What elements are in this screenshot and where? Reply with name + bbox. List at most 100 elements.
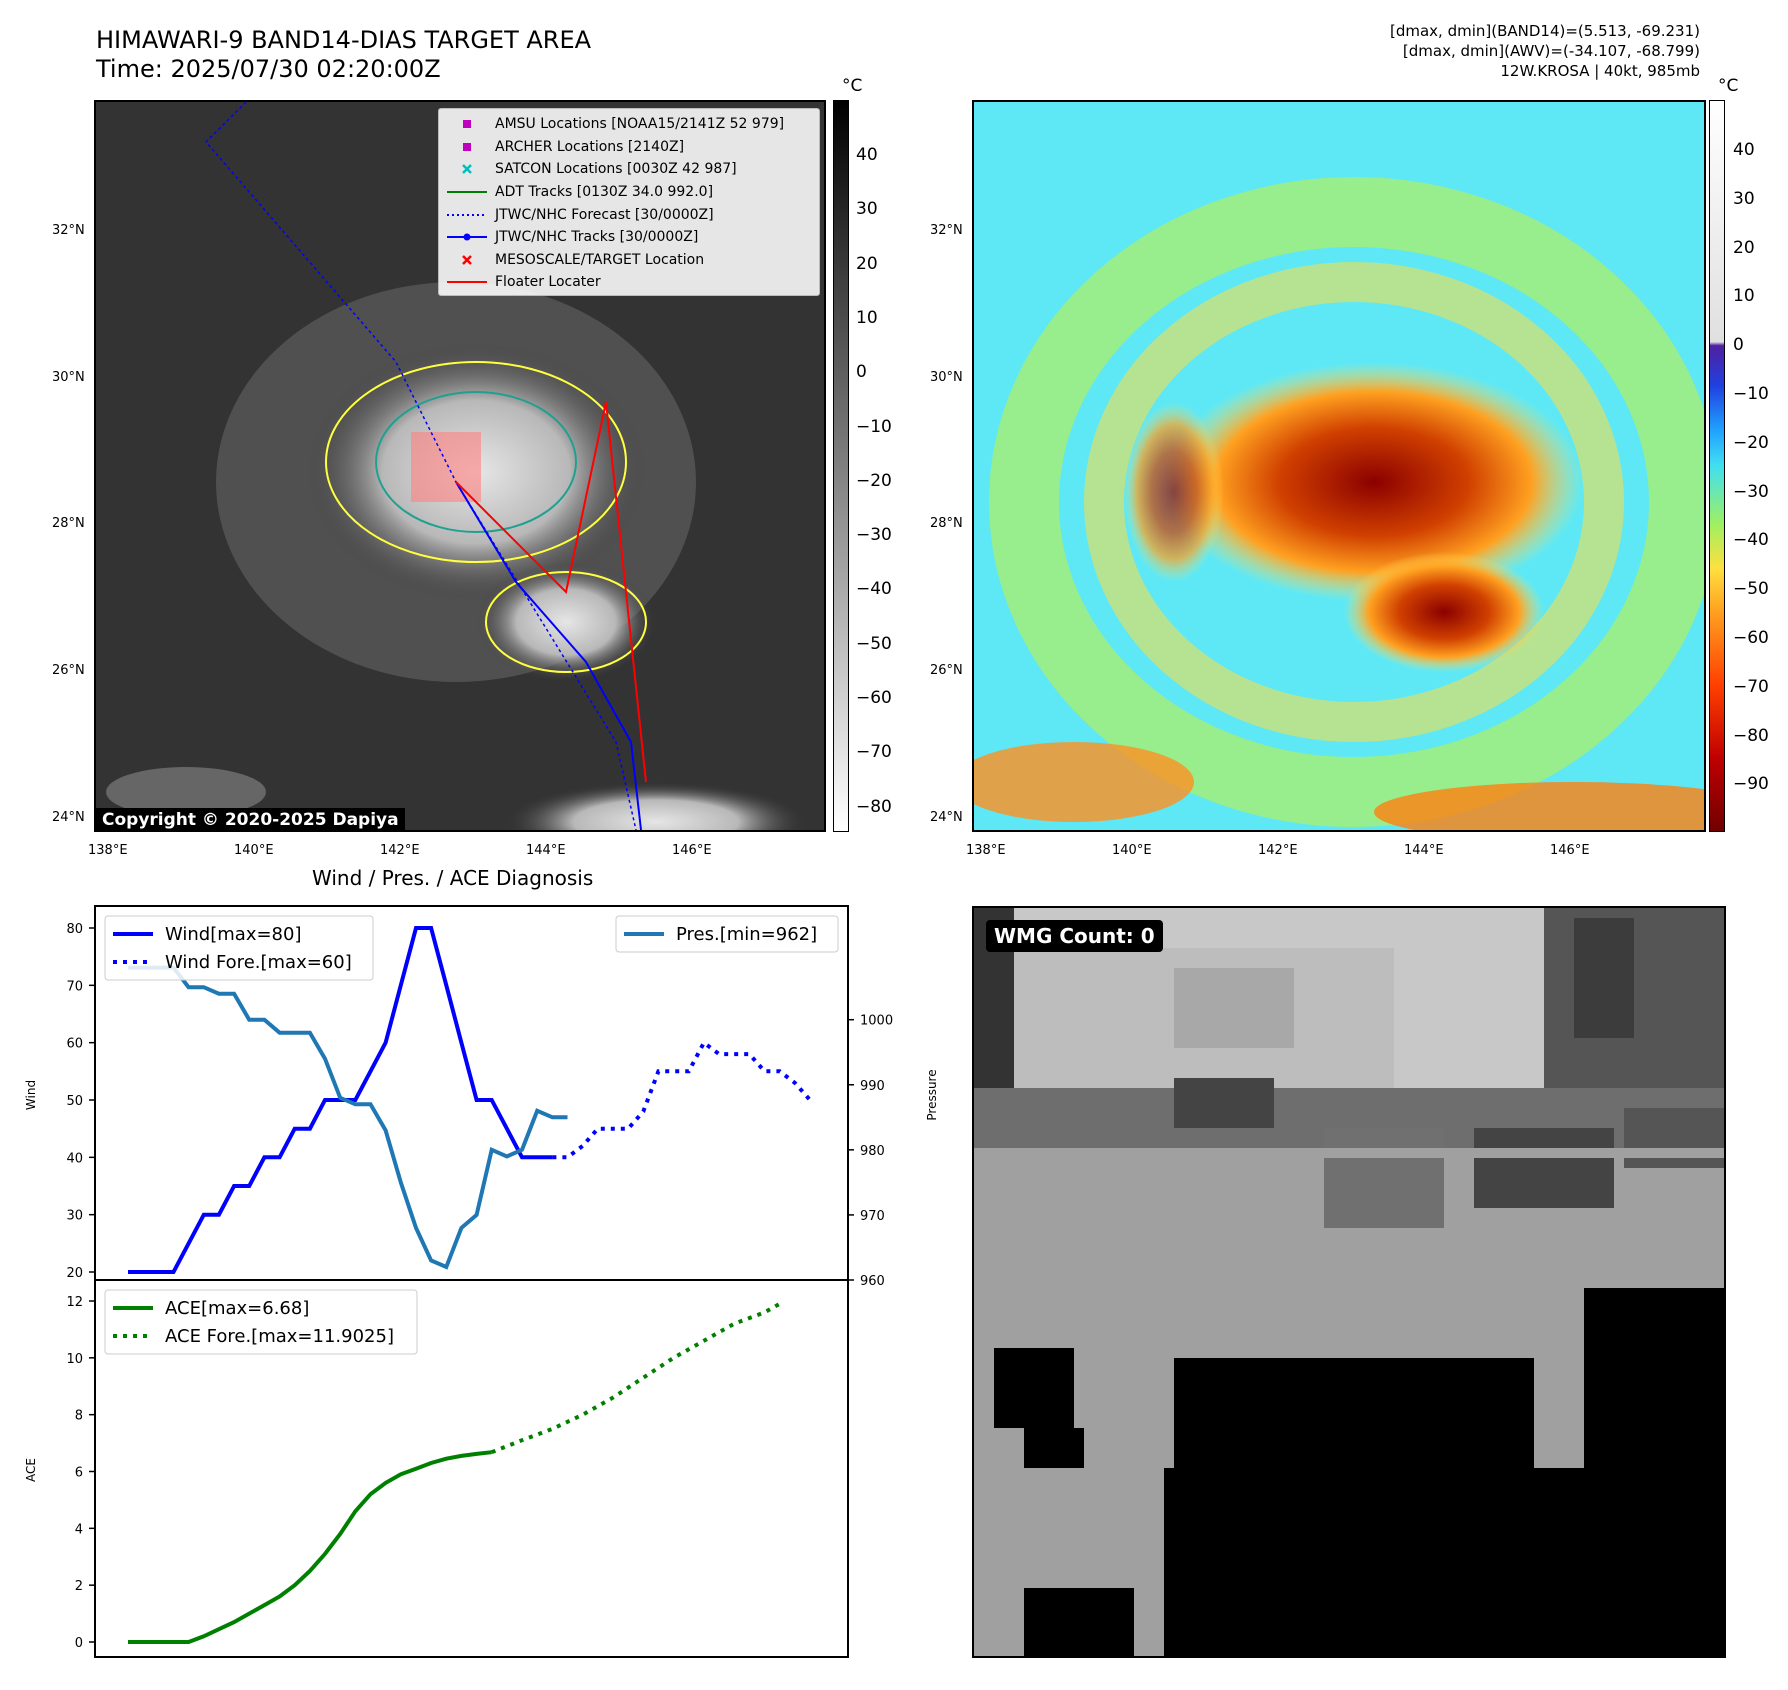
colorbar-tick-label: −80 [1733,725,1769,746]
ace-series-line [128,1450,492,1644]
colorbar-tick-label: 20 [856,253,878,274]
colorbar-gray [833,100,849,832]
pressure-axis-label: Pressure [925,1069,939,1120]
colorbar-color [1709,100,1725,832]
lon-tick-label: 144°E [526,843,566,858]
colorbar-tick-label: −70 [1733,676,1769,697]
legend-ace-forecast-label: ACE Fore.[max=11.9025] [165,1326,394,1347]
pressure-tick-label: 1000 [860,1014,893,1029]
ir-map-gray: AMSU Locations [NOAA15/2141Z 52 979] ARC… [94,100,826,832]
legend-adt: ADT Tracks [0130Z 34.0 992.0] [447,181,811,204]
legend-floater: Floater Locater [447,271,811,294]
ace-tick-label: 6 [75,1466,83,1481]
wind-axis-label: Wind [24,1080,38,1110]
wmg-panel [972,906,1726,1658]
wind-tick-label: 50 [66,1094,83,1109]
legend-label: ADT Tracks [0130Z 34.0 992.0] [495,184,714,201]
lon-tick-label: 140°E [234,843,274,858]
line-dot-icon [447,231,487,243]
lat-tick-label: 30°N [930,370,963,385]
info-storm: 12W.KROSA | 40kt, 985mb [1500,62,1700,80]
wind-tick-label: 80 [66,922,83,937]
legend-satcon: SATCON Locations [0030Z 42 987] [447,158,811,181]
info-awv: [dmax, dmin](AWV)=(-34.107, -68.799) [1402,42,1700,60]
colorbar-tick-label: 0 [1733,335,1744,356]
map-legend: AMSU Locations [NOAA15/2141Z 52 979] ARC… [438,108,820,296]
legend-label: Floater Locater [495,274,601,291]
lat-tick-label: 30°N [52,370,85,385]
wmg-count-badge: WMG Count: 0 [986,920,1163,952]
colorbar-tick-label: −30 [856,525,892,546]
diagnosis-chart: 807060504030201000990980970960121086420W… [24,905,939,1658]
info-band14: [dmax, dmin](BAND14)=(5.513, -69.231) [1389,22,1700,40]
ace-tick-label: 10 [66,1352,83,1367]
colorbar-tick-label: −20 [856,470,892,491]
line-marker-icon [447,276,487,288]
legend-label: ARCHER Locations [2140Z] [495,138,685,155]
ace-tick-label: 2 [75,1579,83,1594]
legend-label: JTWC/NHC Forecast [30/0000Z] [495,206,714,223]
colorbar-tick-label: −20 [1733,432,1769,453]
lat-tick-label: 32°N [930,223,963,238]
legend-label: SATCON Locations [0030Z 42 987] [495,161,737,178]
colorbar-tick-label: 30 [1733,188,1755,209]
lon-tick-label: 142°E [380,843,420,858]
ir-map-color [972,100,1706,832]
pressure-tick-label: 980 [860,1144,885,1159]
lat-tick-label: 28°N [930,516,963,531]
lat-tick-label: 26°N [930,663,963,678]
legend-label: JTWC/NHC Tracks [30/0000Z] [495,229,699,246]
colorbar-tick-label: −60 [856,688,892,708]
ace-axes-frame [94,1279,849,1658]
colorbar-tick-label: −90 [1733,774,1769,795]
pressure-series-line [128,965,568,1270]
ace-axis-label: ACE [24,1458,38,1482]
lon-tick-label: 138°E [88,843,128,858]
lon-tick-label: 146°E [672,843,712,858]
line-marker-icon [447,186,487,198]
wind-legend [104,915,374,981]
lat-tick-label: 28°N [52,516,85,531]
ace-tick-label: 12 [66,1295,83,1310]
colorbar-tick-label: 40 [1733,140,1755,160]
wind-tick-label: 70 [66,979,83,994]
ace-tick-label: 4 [75,1522,83,1537]
colorbar-tick-label: 40 [856,145,878,165]
wind-tick-label: 60 [66,1037,83,1052]
wind-series-line [128,926,553,1274]
legend-ace-label: ACE[max=6.68] [165,1298,309,1319]
wmg-grid-svg [974,908,1724,1656]
square-marker-icon [447,118,487,130]
colorbar-color-unit: °C [1718,76,1739,96]
lat-tick-label: 24°N [52,810,85,825]
legend-label: AMSU Locations [NOAA15/2141Z 52 979] [495,116,785,133]
pressure-tick-label: 970 [860,1209,885,1224]
pressure-legend [615,915,839,953]
ace-legend [104,1289,418,1355]
x-marker-icon [447,254,487,266]
figure-title: HIMAWARI-9 BAND14-DIAS TARGET AREA [96,26,592,54]
lon-tick-label: 144°E [1404,843,1444,858]
colorbar-tick-label: 30 [856,199,878,220]
colorbar-tick-label: −40 [1733,530,1769,551]
legend-jtwc-tracks: JTWC/NHC Tracks [30/0000Z] [447,226,811,249]
colorbar-tick-label: −40 [856,579,892,600]
colorbar-tick-label: 10 [1733,286,1755,307]
wind-tick-label: 20 [66,1266,83,1281]
lon-tick-label: 140°E [1112,843,1152,858]
ace-forecast-series-line [490,1302,781,1455]
legend-wind-label: Wind[max=80] [165,924,302,945]
copyright-label: Copyright © 2020-2025 Dapiya [96,808,405,832]
legend-amsu: AMSU Locations [NOAA15/2141Z 52 979] [447,113,811,136]
colorbar-tick-label: −10 [1733,384,1769,404]
lat-tick-label: 26°N [52,663,85,678]
legend-pressure-label: Pres.[min=962] [676,924,817,945]
figure-time: Time: 2025/07/30 02:20:00Z [96,55,441,83]
colorbar-gray-unit: °C [842,76,863,96]
ace-tick-label: 0 [75,1636,83,1651]
wind-forecast-series-line [552,1039,812,1160]
legend-jtwc-forecast: JTWC/NHC Forecast [30/0000Z] [447,203,811,226]
legend-label: MESOSCALE/TARGET Location [495,251,705,268]
colorbar-tick-label: −50 [1733,579,1769,600]
colorbar-tick-label: −10 [856,416,892,437]
